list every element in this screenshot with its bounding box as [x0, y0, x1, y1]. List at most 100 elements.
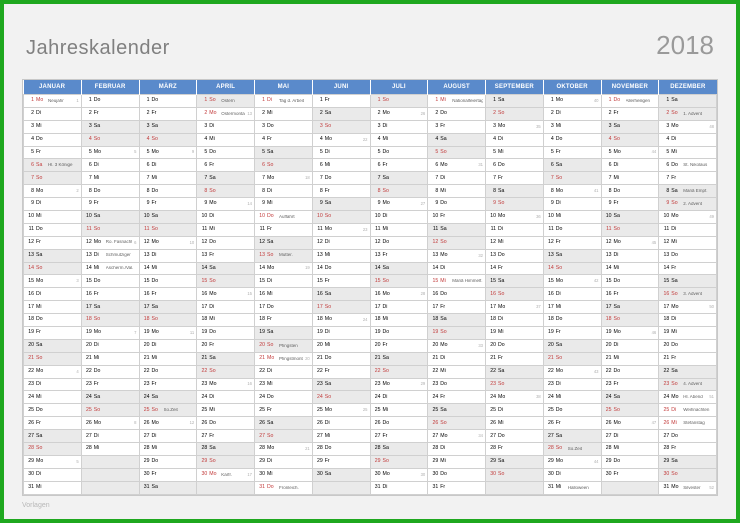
day-cell: 11So — [81, 223, 139, 236]
day-cell: 16Mo15 — [197, 288, 255, 301]
day-cell: 1Fr — [312, 95, 370, 108]
day-cell: 4Do — [24, 133, 82, 146]
day-cell: 25Sa — [428, 404, 486, 417]
day-cell: 10Di — [197, 211, 255, 224]
day-cell: 27Di — [601, 430, 659, 443]
day-cell: 26Fr — [24, 417, 82, 430]
day-cell: 1Do — [139, 95, 197, 108]
day-row: 25Do25So25SoSo.Zeit25Mi25Fr25Mo2525Mi25S… — [24, 404, 717, 417]
day-cell: 15Sa — [659, 275, 717, 288]
day-cell: 5Mo5 — [81, 146, 139, 159]
day-cell: 1Sa — [486, 95, 544, 108]
day-cell: 7Fr — [486, 172, 544, 185]
day-cell: 10DoAuffahrt — [255, 211, 313, 224]
day-cell: 16Do — [428, 288, 486, 301]
day-cell: 3Mo35 — [486, 120, 544, 133]
day-cell: 10Mi — [543, 211, 601, 224]
day-cell: 21Fr — [486, 352, 544, 365]
day-cell: 17Sa — [601, 301, 659, 314]
day-cell: 17Sa — [81, 301, 139, 314]
day-cell: 18Sa — [428, 314, 486, 327]
day-cell: 2MoOstermontag13 — [197, 107, 255, 120]
day-cell: 24Sa — [601, 391, 659, 404]
day-cell: 24Mi — [24, 391, 82, 404]
day-cell: 10Fr — [428, 211, 486, 224]
day-cell: 16Di — [543, 288, 601, 301]
day-cell: 17Mo50 — [659, 301, 717, 314]
day-cell: 3Sa — [81, 120, 139, 133]
day-row: 20Sa20Di20Di20Fr20SoPfingsten20Mi20Fr20M… — [24, 339, 717, 352]
day-cell: 18Do — [543, 314, 601, 327]
day-cell: 5Fr — [543, 146, 601, 159]
day-cell: 27Fr — [197, 430, 255, 443]
day-row: 23Di23Fr23Fr23Mo1623Mi23Sa23Mo2923Do23So… — [24, 378, 717, 391]
day-cell: 26Di — [312, 417, 370, 430]
day-cell: 4Mi — [370, 133, 428, 146]
day-cell: 13Sa — [24, 249, 82, 262]
day-cell: 6Fr — [197, 159, 255, 172]
day-row: 17Mi17Sa17Sa17Di17Do17So17Di17Fr17Mo3717… — [24, 301, 717, 314]
day-cell: 30So — [486, 468, 544, 481]
day-row: 24Mi24Sa24Sa24Di24Do24So24Di24Fr24Mo3824… — [24, 391, 717, 404]
day-cell: 27So — [255, 430, 313, 443]
day-cell: 14Mi — [601, 262, 659, 275]
day-cell: 6Di — [139, 159, 197, 172]
month-header: NOVEMBER — [601, 80, 659, 95]
day-cell: 13Sa — [543, 249, 601, 262]
day-cell: 9Fr — [601, 198, 659, 211]
day-cell: 13SoMutter. — [255, 249, 313, 262]
day-row: 30Di30Fr30MoKarfr.1730Mi30Sa30Mo3030Do30… — [24, 468, 717, 481]
day-cell: 15MiMariä Himmelf. — [428, 275, 486, 288]
day-cell: 1Mo40 — [543, 95, 601, 108]
day-cell: 28Fr — [659, 443, 717, 456]
day-cell: 27Mo34 — [428, 430, 486, 443]
day-cell: 13Mi — [312, 249, 370, 262]
day-cell: 27Do — [659, 430, 717, 443]
day-cell: 9Fr — [139, 198, 197, 211]
day-cell: 16So — [486, 288, 544, 301]
day-cell: 3Do — [255, 120, 313, 133]
day-cell: 1Do — [81, 95, 139, 108]
day-cell: 2Fr — [139, 107, 197, 120]
day-cell: 8Mi — [428, 185, 486, 198]
day-cell: 2Di — [543, 107, 601, 120]
day-cell: 28Mi — [601, 443, 659, 456]
day-cell: 28Mi — [81, 443, 139, 456]
day-cell: 20Do — [659, 339, 717, 352]
day-cell: 18Fr — [255, 314, 313, 327]
day-cell: 13DiSchmutziger — [81, 249, 139, 262]
day-cell: 7Do — [312, 172, 370, 185]
day-cell: 14Mi — [139, 262, 197, 275]
day-cell: 4Do — [543, 133, 601, 146]
day-cell: 24Fr — [428, 391, 486, 404]
day-cell: 15Mo3 — [24, 275, 82, 288]
day-cell: 8Do — [81, 185, 139, 198]
day-cell: 12Mi — [659, 236, 717, 249]
day-cell: 31MoSilvester52 — [659, 481, 717, 494]
day-row: 13Sa13DiSchmutziger13Di13Fr13SoMutter.13… — [24, 249, 717, 262]
month-header: MÄRZ — [139, 80, 197, 95]
day-cell: 19So — [428, 327, 486, 340]
day-cell: 4Di — [486, 133, 544, 146]
day-cell: 14Do — [312, 262, 370, 275]
day-cell: 19Fr — [543, 327, 601, 340]
day-cell: 15So — [370, 275, 428, 288]
day-row: 19Fr19Mo719Mo1119Do19Sa19Di19Do19So19Mi1… — [24, 327, 717, 340]
day-cell: 22Do — [139, 365, 197, 378]
day-cell: 5Mi — [486, 146, 544, 159]
day-cell: 23Mo29 — [370, 378, 428, 391]
day-cell: 2Do — [428, 107, 486, 120]
day-cell: 25Do — [24, 404, 82, 417]
day-cell: 23Di — [24, 378, 82, 391]
day-cell: 25So — [81, 404, 139, 417]
day-cell: 23Mo16 — [197, 378, 255, 391]
day-cell: 11Do — [24, 223, 82, 236]
day-cell: 7Mi — [81, 172, 139, 185]
day-cell: 7So — [24, 172, 82, 185]
day-cell: 2Di — [24, 107, 82, 120]
day-cell: 27Sa — [24, 430, 82, 443]
day-cell: 21Mi — [601, 352, 659, 365]
day-cell: 21Sa — [197, 352, 255, 365]
day-cell: 18Mo24 — [312, 314, 370, 327]
day-cell: 17Mi — [24, 301, 82, 314]
